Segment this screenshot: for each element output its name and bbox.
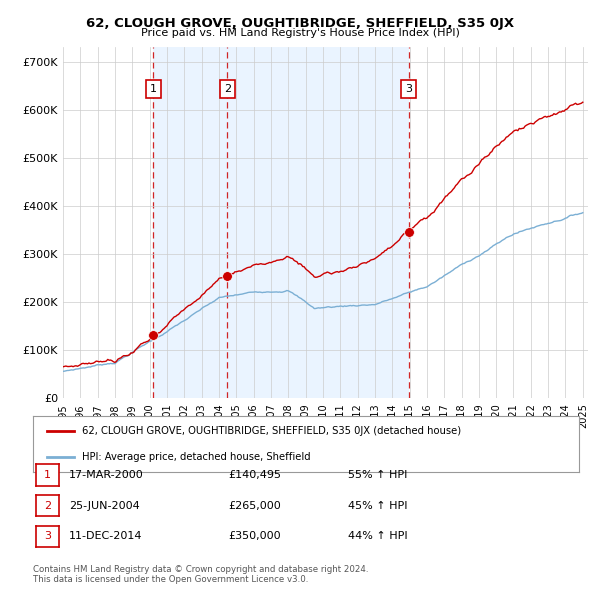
Bar xyxy=(153,47,227,398)
Text: 2: 2 xyxy=(44,501,51,510)
Text: 3: 3 xyxy=(405,84,412,94)
Text: £140,495: £140,495 xyxy=(228,470,281,480)
Bar xyxy=(227,47,409,398)
Text: HPI: Average price, detached house, Sheffield: HPI: Average price, detached house, Shef… xyxy=(82,452,311,462)
Text: 62, CLOUGH GROVE, OUGHTIBRIDGE, SHEFFIELD, S35 0JX: 62, CLOUGH GROVE, OUGHTIBRIDGE, SHEFFIEL… xyxy=(86,17,514,30)
Text: Contains HM Land Registry data © Crown copyright and database right 2024.
This d: Contains HM Land Registry data © Crown c… xyxy=(33,565,368,584)
Text: 44% ↑ HPI: 44% ↑ HPI xyxy=(348,532,407,541)
Text: 3: 3 xyxy=(44,532,51,541)
Text: Price paid vs. HM Land Registry's House Price Index (HPI): Price paid vs. HM Land Registry's House … xyxy=(140,28,460,38)
Text: 1: 1 xyxy=(150,84,157,94)
Text: 17-MAR-2000: 17-MAR-2000 xyxy=(69,470,144,480)
Text: 2: 2 xyxy=(224,84,231,94)
Text: 1: 1 xyxy=(44,470,51,480)
Text: 45% ↑ HPI: 45% ↑ HPI xyxy=(348,501,407,510)
Text: £265,000: £265,000 xyxy=(228,501,281,510)
Text: 11-DEC-2014: 11-DEC-2014 xyxy=(69,532,143,541)
Text: £350,000: £350,000 xyxy=(228,532,281,541)
Text: 25-JUN-2004: 25-JUN-2004 xyxy=(69,501,140,510)
Text: 62, CLOUGH GROVE, OUGHTIBRIDGE, SHEFFIELD, S35 0JX (detached house): 62, CLOUGH GROVE, OUGHTIBRIDGE, SHEFFIEL… xyxy=(82,426,461,436)
Text: 55% ↑ HPI: 55% ↑ HPI xyxy=(348,470,407,480)
